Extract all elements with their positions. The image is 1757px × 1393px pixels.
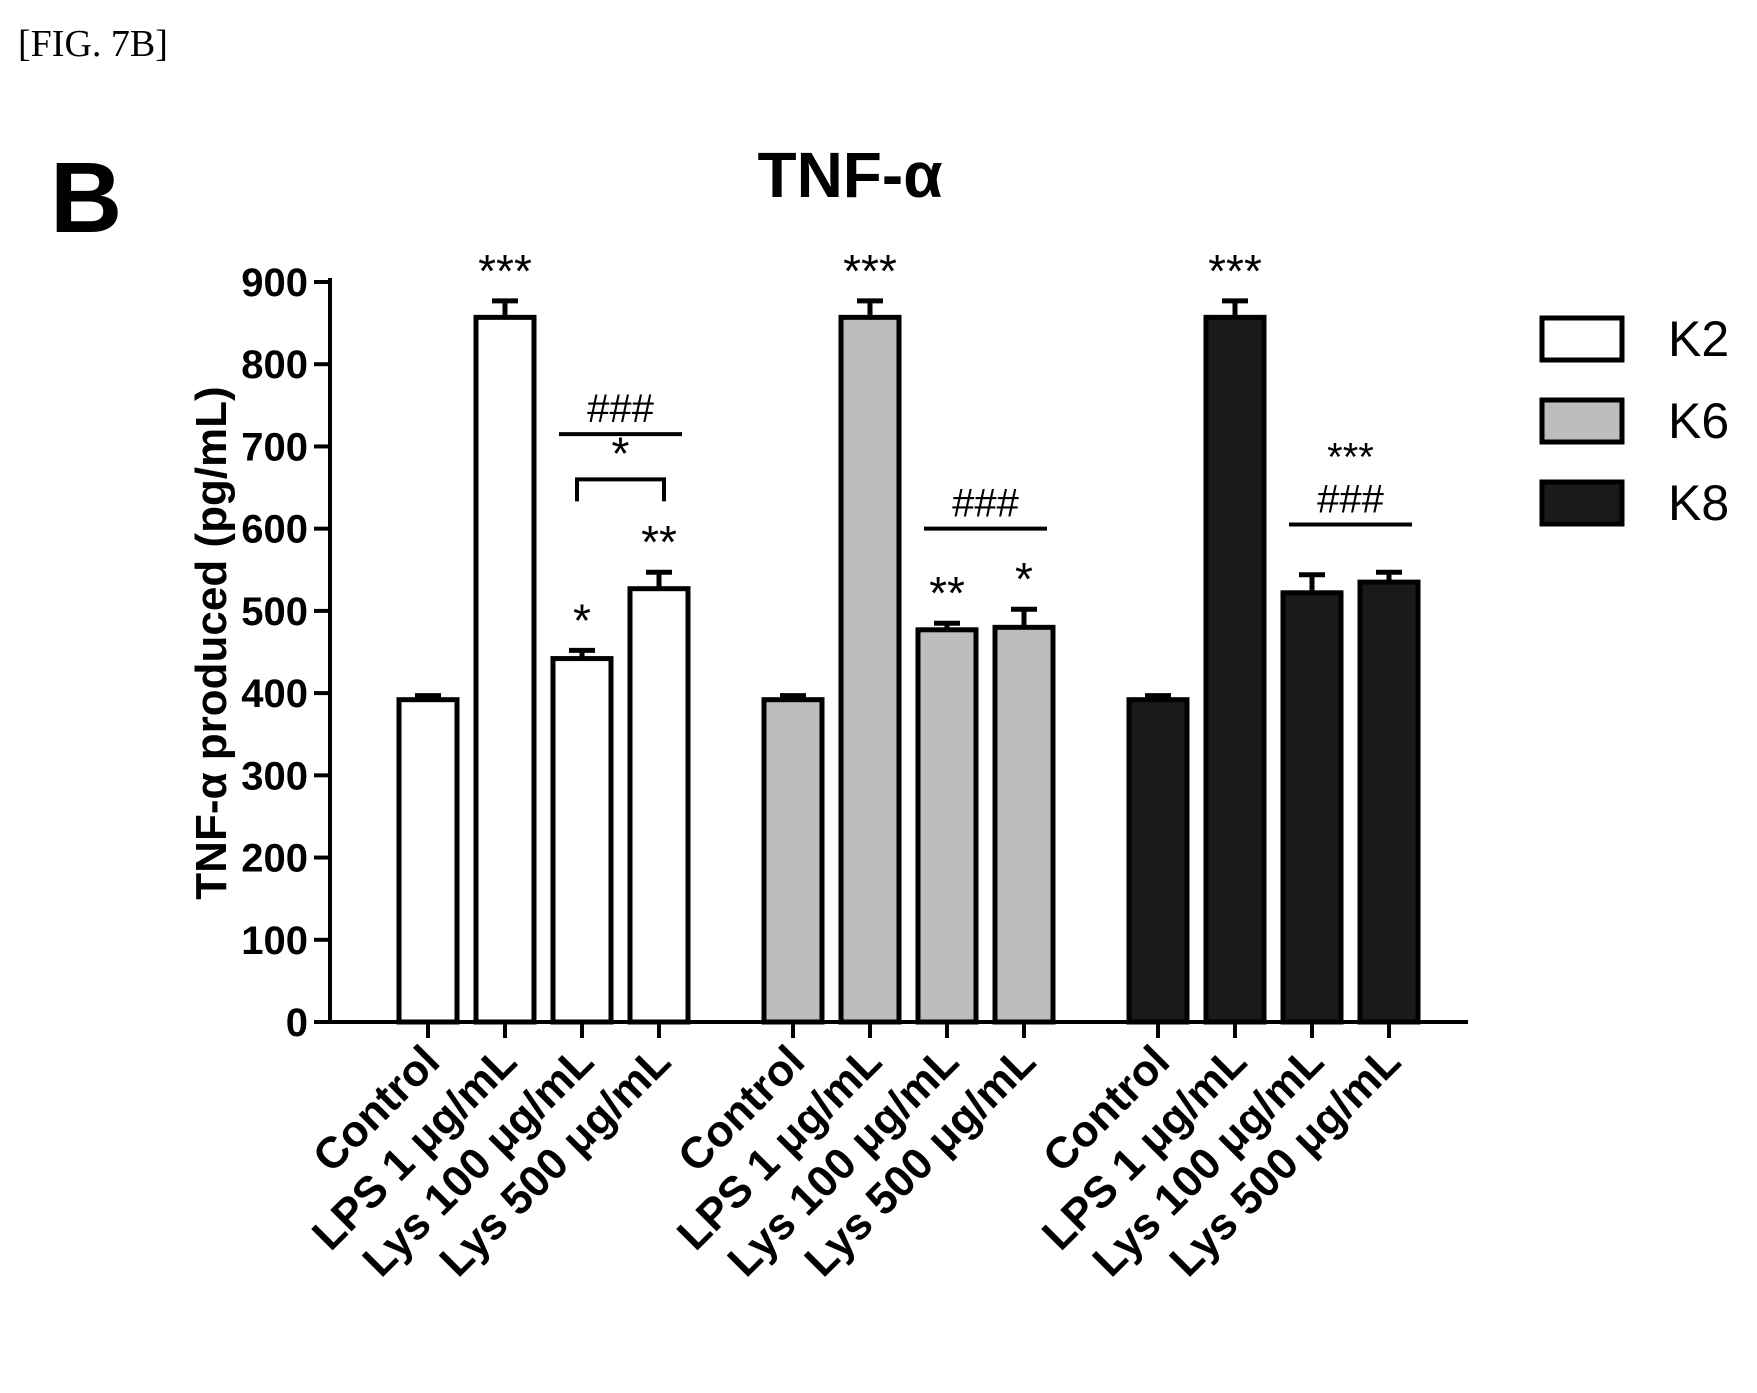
comparison-label: ### bbox=[1317, 478, 1384, 522]
bar bbox=[1280, 590, 1344, 1025]
significance-mark: *** bbox=[843, 245, 897, 297]
bar bbox=[1357, 579, 1421, 1025]
bar bbox=[761, 697, 825, 1025]
y-tick-label: 0 bbox=[286, 1001, 308, 1045]
chart-title: TNF-α bbox=[757, 139, 942, 211]
legend-swatch bbox=[1539, 315, 1625, 363]
significance-mark: *** bbox=[1208, 245, 1262, 297]
legend-swatch bbox=[1539, 397, 1625, 445]
legend-label: K6 bbox=[1668, 393, 1729, 449]
legend-label: K8 bbox=[1668, 475, 1729, 531]
bars bbox=[396, 298, 1421, 1025]
y-axis-label: TNF-α produced (pg/mL) bbox=[187, 386, 236, 899]
significance-mark: ** bbox=[641, 516, 677, 568]
bar bbox=[1126, 697, 1190, 1025]
significance-mark: ** bbox=[929, 567, 965, 619]
y-tick-label: 100 bbox=[241, 919, 308, 963]
significance-mark: * bbox=[1015, 553, 1033, 605]
figure-label: [FIG. 7B] bbox=[18, 23, 168, 65]
bar bbox=[992, 624, 1056, 1025]
panel-letter: B bbox=[50, 142, 122, 254]
y-tick-label: 900 bbox=[241, 261, 308, 305]
y-tick-label: 200 bbox=[241, 837, 308, 881]
legend: K2 K6 K8 bbox=[1539, 311, 1729, 531]
comparison-label: * bbox=[612, 427, 630, 479]
bar bbox=[1203, 314, 1267, 1025]
significance-mark: * bbox=[573, 594, 591, 646]
comparison-bracket bbox=[575, 477, 666, 502]
bar bbox=[915, 627, 979, 1025]
comparison-label: ### bbox=[952, 482, 1019, 526]
comparison-label: *** bbox=[1327, 436, 1374, 480]
y-tick-label: 300 bbox=[241, 754, 308, 798]
bar bbox=[838, 314, 902, 1025]
bar bbox=[550, 656, 614, 1025]
y-tick-label: 700 bbox=[241, 425, 308, 469]
comparison-label: ### bbox=[587, 387, 654, 431]
legend-swatch bbox=[1539, 479, 1625, 527]
bar bbox=[473, 314, 537, 1025]
y-tick-label: 500 bbox=[241, 590, 308, 634]
y-tick-label: 600 bbox=[241, 508, 308, 552]
legend-label: K2 bbox=[1668, 311, 1729, 367]
y-tick-label: 400 bbox=[241, 672, 308, 716]
significance-annotations: *********** *****###### ###*** bbox=[478, 245, 1412, 646]
bar bbox=[627, 586, 691, 1025]
axes: 0 100 200 300 400 500 600 700 800 900 bbox=[241, 261, 1468, 1045]
y-tick-label: 800 bbox=[241, 343, 308, 387]
significance-mark: *** bbox=[478, 245, 532, 297]
bar bbox=[396, 697, 460, 1025]
